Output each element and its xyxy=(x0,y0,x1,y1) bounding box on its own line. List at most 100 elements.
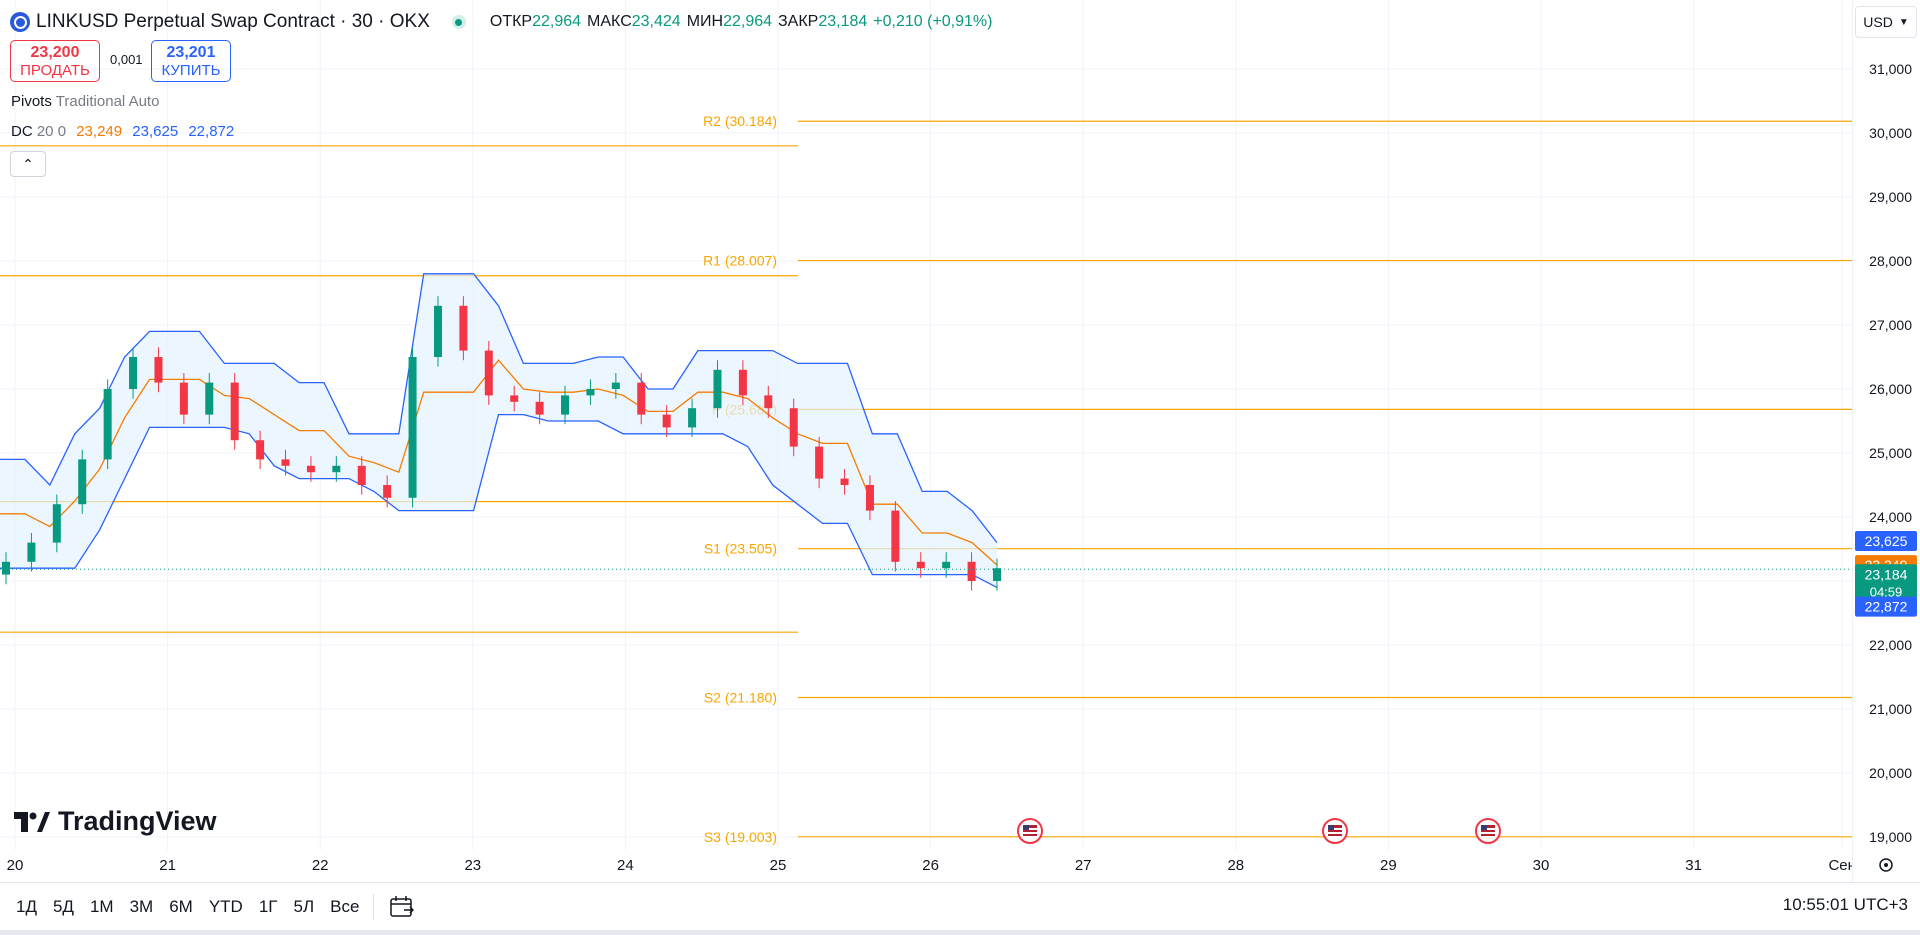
price-badge-dc-lower xyxy=(1855,596,1917,617)
x-tick-label: 21 xyxy=(159,857,176,874)
candle-body xyxy=(306,465,315,473)
y-tick-label: 26,000 xyxy=(1869,381,1912,397)
chart-area[interactable]: 20 21 22 23 24 25 26 27 28 29 30 31 Сен R2 (30.184) R1… xyxy=(0,0,1852,882)
buy-button[interactable]: 23,201 КУПИТЬ xyxy=(151,40,231,82)
pivot-label-r2: R2 (30.184) xyxy=(703,113,777,129)
chainlink-logo-icon xyxy=(10,12,30,32)
y-tick-label: 29,000 xyxy=(1869,189,1912,205)
ohlc-low-value: 22,964 xyxy=(723,13,773,30)
settings-gear-icon[interactable] xyxy=(1879,858,1893,872)
chevron-down-icon: ▼ xyxy=(1898,16,1909,28)
dc-legend-basis: 23,249 xyxy=(76,123,123,140)
candle-body xyxy=(637,382,646,415)
sell-button[interactable]: 23,200 ПРОДАТЬ xyxy=(10,40,100,82)
candle-body xyxy=(840,478,849,485)
sell-price: 23,200 xyxy=(30,44,80,61)
candle-body xyxy=(764,395,773,409)
candle-body xyxy=(332,465,341,473)
x-tick-label: 31 xyxy=(1685,857,1702,874)
buy-price: 23,201 xyxy=(166,44,216,61)
toolbar-divider xyxy=(373,894,375,920)
price-badge-text-dc-upper: 23,625 xyxy=(1865,533,1908,549)
ohlc-open-value: 22,964 xyxy=(532,13,582,30)
dc-legend[interactable]: DC 20 0 23,249 23,625 22,872 xyxy=(11,123,234,140)
us-event-flag-icon[interactable] xyxy=(1322,818,1348,844)
ohlc-high-value: 23,424 xyxy=(631,13,681,30)
dc-legend-params: 20 0 xyxy=(36,123,67,140)
symbol-title[interactable]: LINKUSD Perpetual Swap Contract · 30 · O… xyxy=(36,11,430,32)
ohlc-values: ОТКР 22,964 МАКС 23,424 МИН 22,964 ЗАКР … xyxy=(490,13,999,31)
timeframe-1y[interactable]: 1Г xyxy=(258,897,278,916)
y-tick-label: 28,000 xyxy=(1869,253,1912,269)
x-tick-label: 29 xyxy=(1380,857,1397,874)
spread-value: 0,001 xyxy=(110,52,143,67)
y-tick-label: 31,000 xyxy=(1869,61,1912,77)
price-scale-canvas: 31,000 30,000 29,000 28,000 27,000 26,000 25,0… xyxy=(1851,0,1917,882)
x-tick-label: 25 xyxy=(770,857,787,874)
pivots-legend[interactable]: Pivots Traditional Auto xyxy=(11,93,159,110)
collapse-legend-button[interactable]: ⌃ xyxy=(10,151,46,177)
ohlc-open-label: ОТКР xyxy=(489,13,533,30)
pivot-label-s1: S1 (23.505) xyxy=(704,541,777,557)
candle-body xyxy=(78,459,87,505)
candle-body xyxy=(967,561,976,581)
dc-legend-name: DC xyxy=(11,123,33,140)
y-tick-label: 22,000 xyxy=(1869,637,1912,653)
bottom-strip xyxy=(0,930,1920,935)
clock-timezone[interactable]: 10:55:01 UTC+3 xyxy=(1782,895,1908,914)
y-tick-label: 24,000 xyxy=(1869,509,1912,525)
candle-body xyxy=(891,510,900,562)
x-tick-label: Сен xyxy=(1828,857,1852,874)
candle-body xyxy=(52,504,61,543)
price-scale[interactable]: 31,000 30,000 29,000 28,000 27,000 26,000 25,0… xyxy=(1851,0,1920,882)
chart-canvas[interactable]: 20 21 22 23 24 25 26 27 28 29 30 31 Сен R2 (30.184) R1… xyxy=(0,0,1852,882)
candle-body xyxy=(408,357,417,498)
donchian-basis-line xyxy=(0,359,998,566)
currency-select[interactable]: USD ▼ xyxy=(1855,6,1917,38)
timeframe-1m[interactable]: 1М xyxy=(89,897,114,916)
timeframe-3m[interactable]: 3М xyxy=(129,897,154,916)
tradingview-logo-icon xyxy=(14,811,50,832)
x-tick-label: 22 xyxy=(312,857,329,874)
price-badge-dc-upper xyxy=(1855,531,1917,551)
go-to-date-icon[interactable] xyxy=(390,896,415,918)
candle-body xyxy=(611,382,620,389)
timeframe-5y[interactable]: 5Л xyxy=(293,897,315,916)
candle-body xyxy=(357,465,366,485)
candle-body xyxy=(129,357,138,389)
brand-name: TradingView xyxy=(58,806,217,836)
x-tick-label: 26 xyxy=(922,857,939,874)
sell-label: ПРОДАТЬ xyxy=(20,62,90,79)
y-tick-label: 27,000 xyxy=(1869,317,1912,333)
candle-body xyxy=(738,369,747,396)
candle-body xyxy=(281,459,290,466)
dc-legend-lower: 22,872 xyxy=(188,123,235,140)
dc-legend-upper: 23,625 xyxy=(132,123,179,140)
x-tick-label: 30 xyxy=(1533,857,1550,874)
us-event-flag-icon[interactable] xyxy=(1475,818,1501,844)
timeframe-5d[interactable]: 5Д xyxy=(52,897,74,916)
candle-body xyxy=(561,395,570,415)
x-tick-label: 27 xyxy=(1075,857,1092,874)
market-status-icon[interactable] xyxy=(451,15,466,29)
candle-body xyxy=(815,446,824,479)
ohlc-high-label: МАКС xyxy=(587,13,632,30)
ohlc-close-value: 23,184 xyxy=(818,13,868,30)
us-event-flag-icon[interactable] xyxy=(1017,818,1043,844)
pivot-label-r1: R1 (28.007) xyxy=(703,253,777,269)
timeframe-6m[interactable]: 6М xyxy=(169,897,193,916)
candle-body xyxy=(2,561,10,575)
candle-body xyxy=(459,305,468,351)
tradingview-logo[interactable]: TradingView xyxy=(14,806,217,837)
pivot-label-s3: S3 (19.003) xyxy=(704,829,777,845)
candle-body xyxy=(103,389,112,460)
timeframe-ytd[interactable]: YTD xyxy=(208,897,243,916)
candle-body xyxy=(154,357,163,383)
currency-label: USD xyxy=(1863,14,1893,30)
timeframe-all[interactable]: Все xyxy=(330,897,360,916)
timeframe-1d[interactable]: 1Д xyxy=(16,897,37,916)
ohlc-low-label: МИН xyxy=(686,13,724,30)
bottom-toolbar: 1Д 5Д 1М 3М 6М YTD 1Г 5Л Все xyxy=(0,882,1920,931)
candle-body xyxy=(586,389,595,396)
candle-body xyxy=(993,568,1001,581)
